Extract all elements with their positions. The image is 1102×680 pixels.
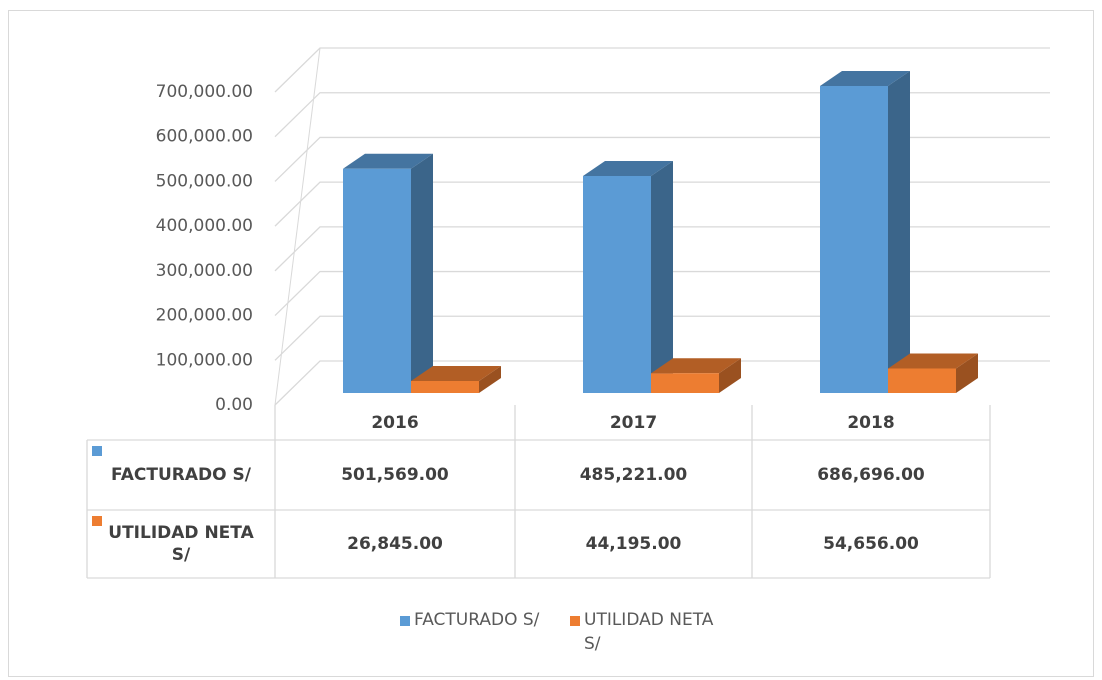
- series-label: FACTURADO S/: [92, 440, 256, 510]
- bar-top: [651, 358, 741, 374]
- wall-edge: [274, 47, 321, 406]
- legend-key: [400, 616, 410, 626]
- bar-side: [888, 70, 910, 393]
- category-header: 2017: [609, 412, 658, 433]
- category-header: 2018: [847, 412, 895, 433]
- bar: [343, 153, 433, 393]
- y-tick-label: 600,000.00: [156, 127, 253, 147]
- bar: [651, 358, 741, 393]
- value-label: 26,845.00: [347, 534, 443, 554]
- bar: [888, 353, 978, 393]
- grid-line: [274, 47, 1050, 93]
- value-label: 485,221.00: [579, 465, 688, 485]
- legend-label: FACTURADO S/: [414, 610, 540, 630]
- bar-front: [583, 176, 651, 393]
- grid-line: [274, 315, 1050, 361]
- bar-side: [651, 161, 673, 393]
- bar-top: [888, 353, 978, 369]
- bar: [820, 70, 910, 393]
- value-label: 501,569.00: [341, 465, 449, 485]
- bar: [583, 161, 673, 393]
- y-tick-label: 300,000.00: [156, 261, 253, 281]
- y-tick-label: 700,000.00: [156, 82, 253, 102]
- legend-key: [92, 516, 102, 526]
- grid-line: [274, 226, 1050, 272]
- bar-side: [411, 153, 433, 393]
- value-label: 44,195.00: [585, 534, 682, 554]
- bar-front: [411, 380, 479, 393]
- category-header: 2016: [371, 412, 419, 433]
- bar-front: [343, 168, 411, 393]
- bar-top: [583, 161, 673, 177]
- bar-top: [411, 365, 501, 381]
- chart-border: [8, 10, 1094, 677]
- bar-side: [956, 353, 978, 393]
- grid-line: [274, 92, 1050, 138]
- series-name: FACTURADO S/: [111, 465, 251, 485]
- bar: [411, 365, 501, 393]
- bar-top: [343, 153, 433, 169]
- legend-label: UTILIDAD NETA S/: [584, 610, 714, 654]
- bar-side: [479, 365, 501, 393]
- grid-line: [274, 270, 1050, 317]
- bar-front: [820, 85, 888, 393]
- value-label: 686,696.00: [817, 465, 925, 485]
- grid-line: [274, 181, 1050, 227]
- value-label: 54,656.00: [823, 534, 919, 554]
- series-label: UTILIDAD NETA S/: [92, 510, 256, 578]
- series-name: UTILIDAD NETA S/: [108, 523, 254, 565]
- y-tick-label: 200,000.00: [156, 306, 253, 326]
- y-tick-label: 400,000.00: [156, 216, 253, 236]
- legend-item: UTILIDAD NETA S/: [570, 608, 716, 656]
- y-tick-label: 100,000.00: [156, 350, 253, 370]
- y-tick-label: 0.00: [215, 395, 253, 415]
- bar-top: [820, 70, 910, 86]
- legend-key: [92, 446, 102, 456]
- grid-line: [274, 136, 1050, 182]
- grid-line: [274, 360, 1050, 406]
- y-tick-label: 500,000.00: [156, 171, 253, 191]
- bar-side: [719, 358, 741, 393]
- bar-front: [651, 373, 719, 393]
- legend-item: FACTURADO S/: [400, 608, 546, 632]
- bar-front: [888, 368, 956, 393]
- legend-key: [570, 616, 580, 626]
